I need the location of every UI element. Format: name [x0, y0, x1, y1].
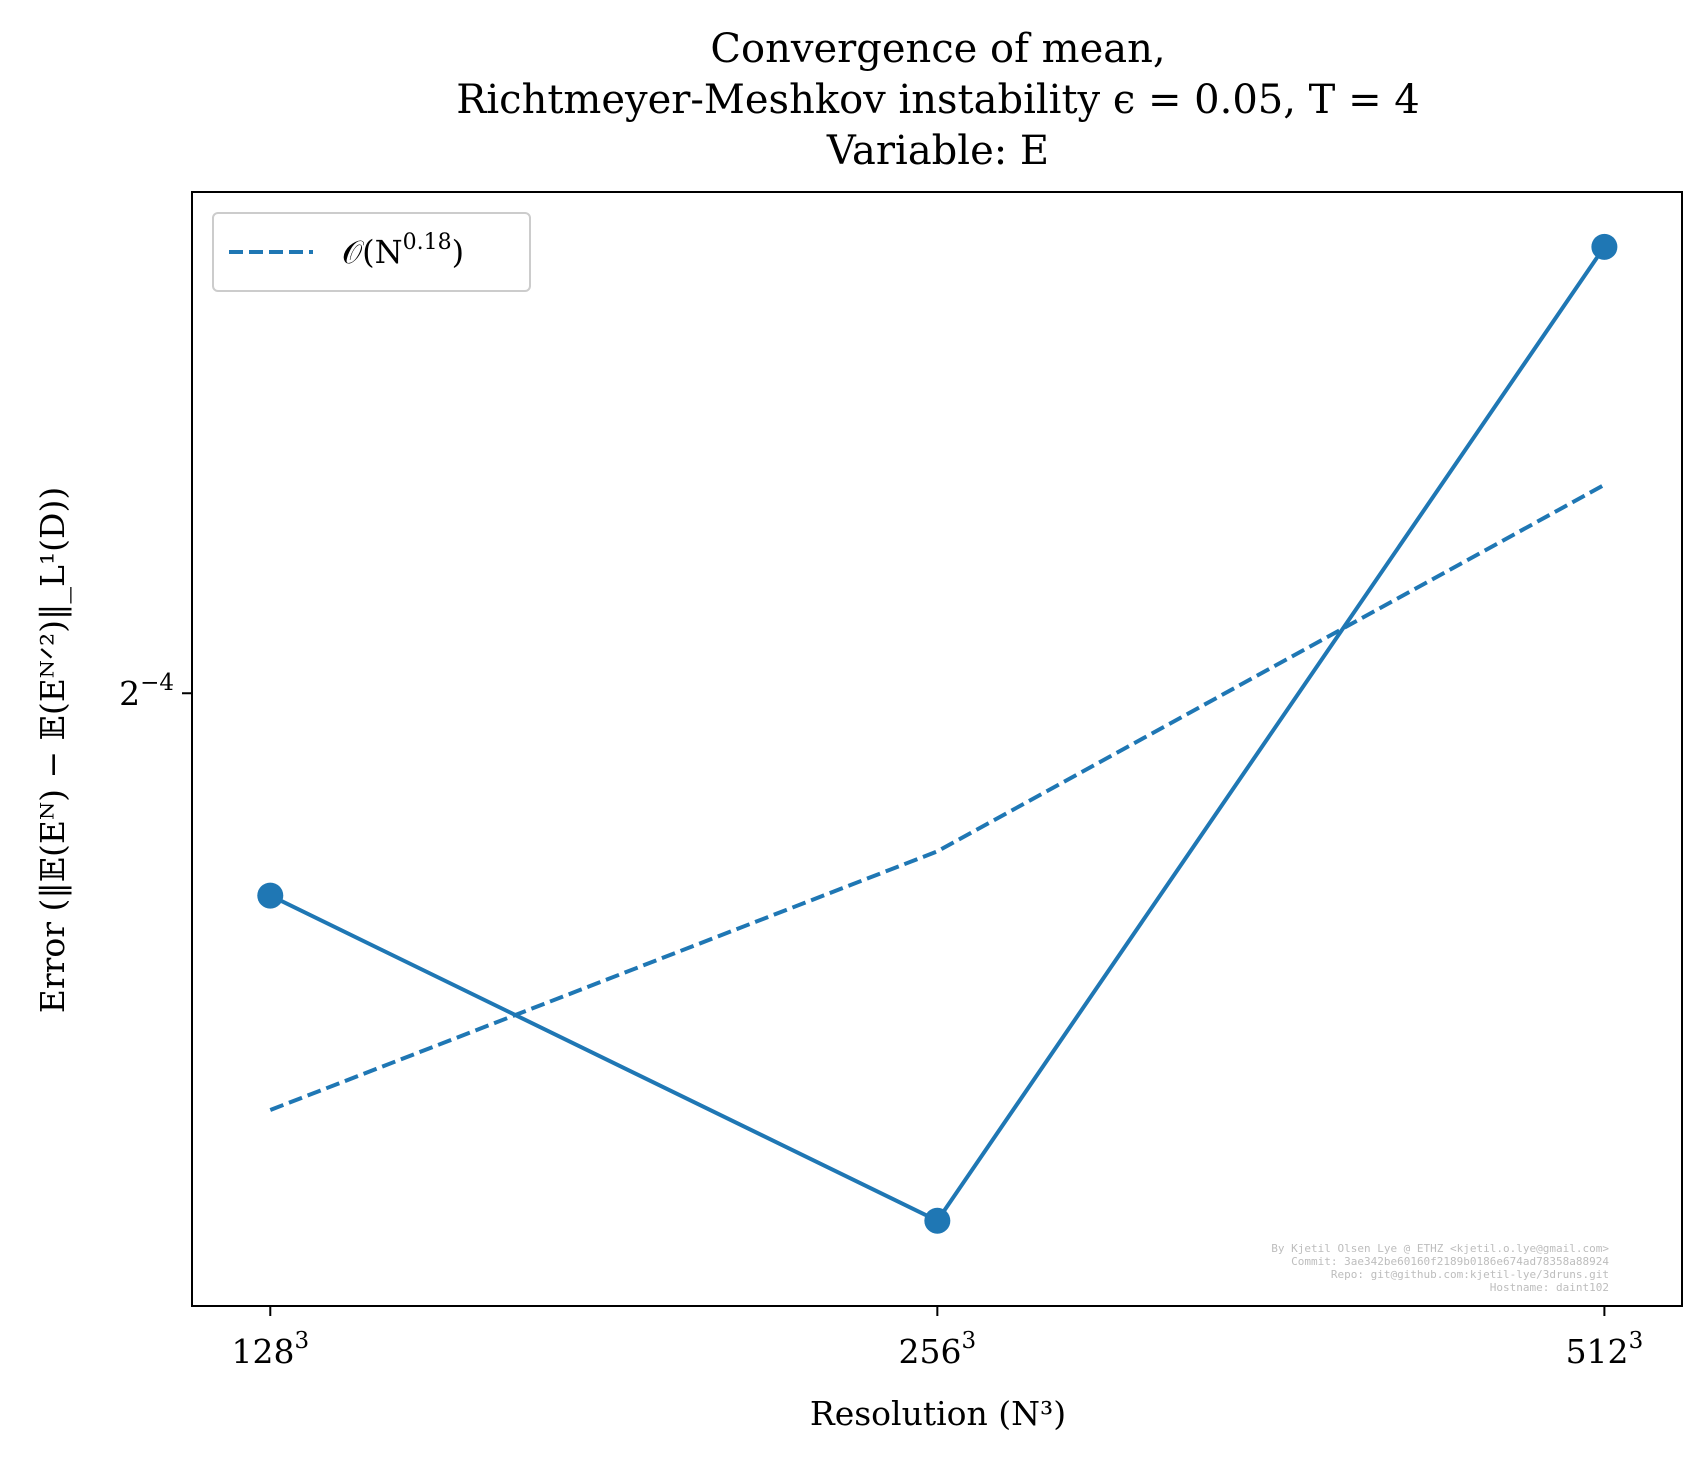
y-tick-base-0: 2	[119, 674, 140, 713]
credits-watermark: By Kjetil Olsen Lye @ ETHZ <kjetil.o.lye…	[1271, 1242, 1609, 1294]
credit-line-hostname: Hostname: daint102	[1490, 1281, 1609, 1294]
legend: 𝒪(N0.18)	[212, 212, 531, 292]
x-tick-label-1: 2563	[899, 1328, 977, 1371]
reference-line-1	[269, 483, 1606, 1112]
x-tick-base-2: 512	[1566, 1332, 1629, 1371]
x-tick-label-2: 5123	[1566, 1328, 1644, 1371]
legend-label: 𝒪(N0.18)	[342, 230, 464, 271]
data-line-0	[269, 245, 1607, 1223]
x-tick-label-0: 1283	[231, 1328, 309, 1371]
x-tick-exp-0: 3	[294, 1328, 309, 1354]
legend-box	[212, 212, 531, 292]
y-axis-ticks: 2−4	[119, 670, 192, 713]
title-line-2: Richtmeyer-Meshkov instability ϵ = 0.05,…	[456, 77, 1420, 123]
y-axis-label: Error (‖𝔼(Eᴺ) − 𝔼(Eᴺᐟ²)‖_L¹(D))	[33, 487, 73, 1014]
y-tick-label-0: 2−4	[119, 670, 174, 713]
legend-label-close: )	[452, 233, 464, 271]
title-line-3: Variable: E	[826, 128, 1049, 174]
x-tick-base-0: 128	[231, 1332, 294, 1371]
title-line-1: Convergence of mean,	[710, 26, 1165, 72]
x-axis-label: Resolution (N³)	[810, 1394, 1066, 1433]
credit-line-author: By Kjetil Olsen Lye @ ETHZ <kjetil.o.lye…	[1271, 1242, 1609, 1255]
x-tick-exp-1: 3	[962, 1328, 977, 1354]
credit-line-commit: Commit: 3ae342be60160f2189b0186e674ad783…	[1291, 1255, 1609, 1268]
data-point-1	[924, 1207, 951, 1234]
x-axis-ticks: 1283 2563 5123	[231, 1306, 1643, 1371]
plot-area-frame	[191, 191, 1683, 1307]
chart-title: Convergence of mean, Richtmeyer-Meshkov …	[456, 26, 1420, 174]
data-point-2	[1591, 233, 1618, 260]
legend-label-exp: 0.18	[403, 230, 452, 255]
series-layer	[257, 233, 1618, 1234]
y-tick-exp-0: −4	[140, 670, 174, 696]
credit-line-repo: Repo: git@github.com:kjetil-lye/3druns.g…	[1331, 1268, 1609, 1281]
x-tick-base-1: 256	[899, 1332, 962, 1371]
legend-label-base: 𝒪(N	[342, 233, 403, 271]
data-point-0	[257, 882, 284, 909]
x-tick-exp-2: 3	[1629, 1328, 1644, 1354]
